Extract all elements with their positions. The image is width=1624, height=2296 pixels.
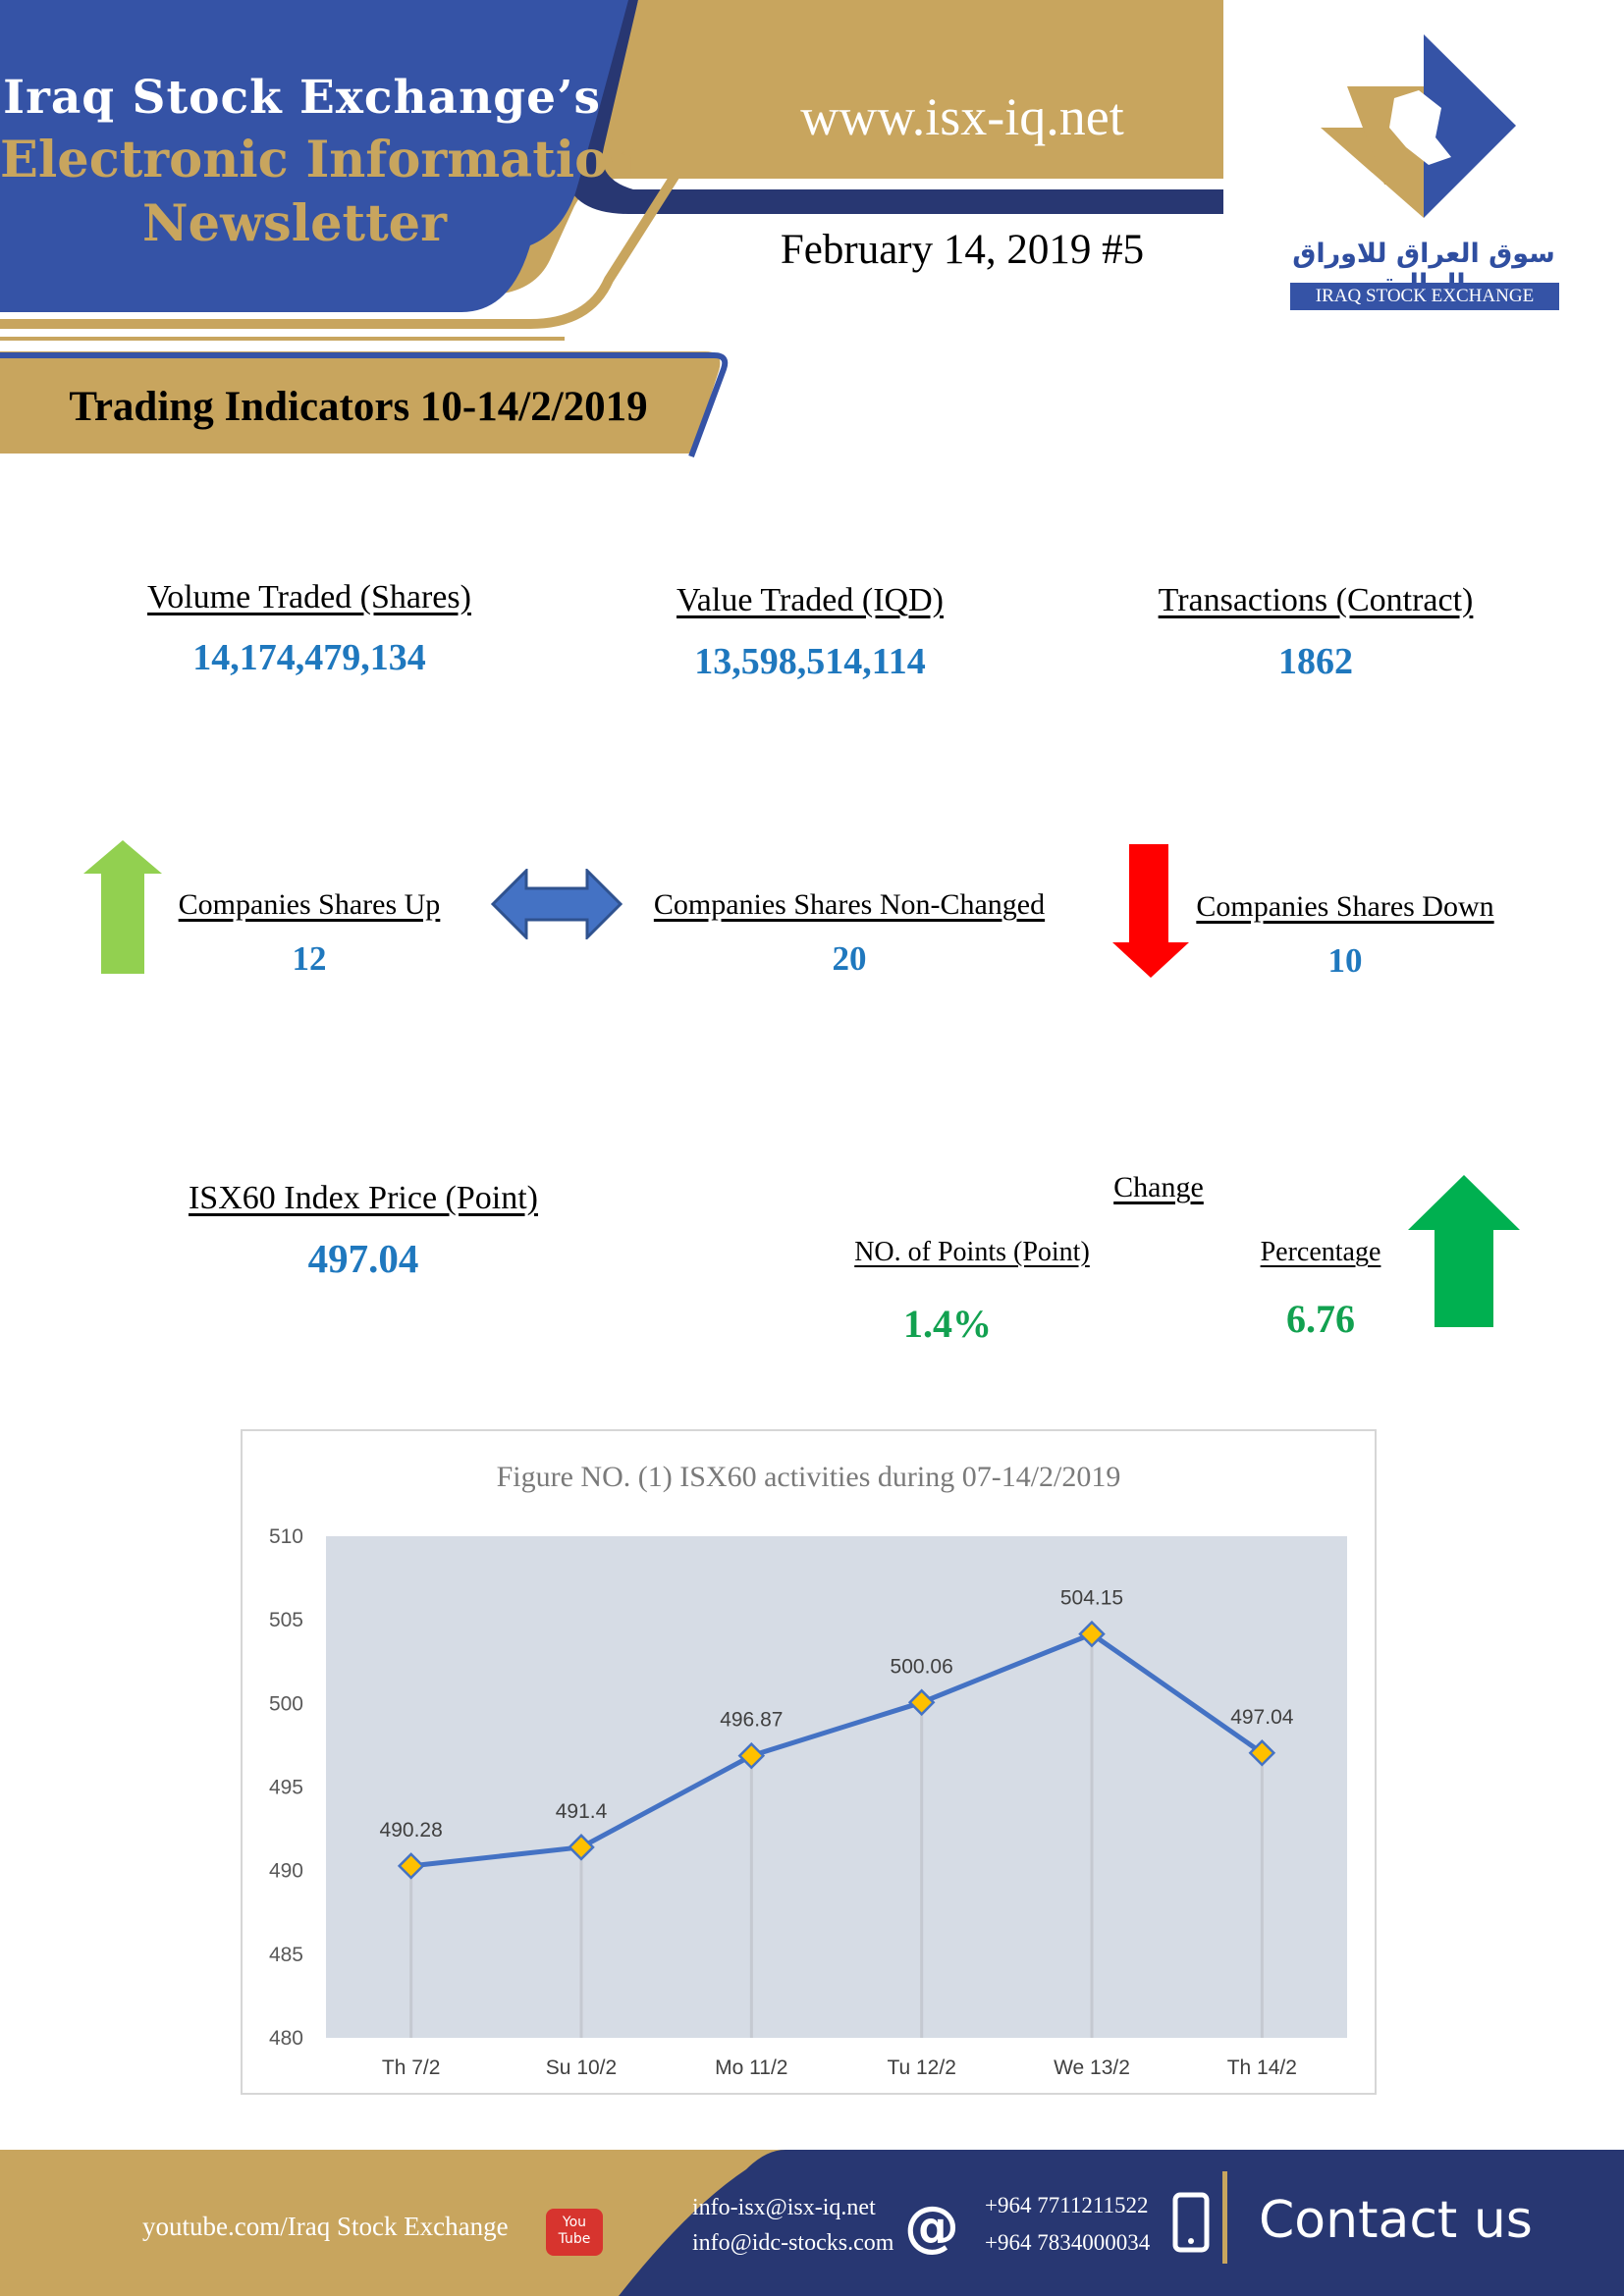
- x-tick-label: We 13/2: [1054, 2056, 1130, 2079]
- email-isx[interactable]: info-isx@isx-iq.net: [692, 2195, 876, 2220]
- chart-plot: 480 485 490 495 500 505 510 Th 7/2 Su 10/2 Mo 11/…: [269, 1525, 1347, 2079]
- blue-double-arrow-icon: [491, 869, 623, 939]
- companies-up-value: 12: [292, 939, 327, 978]
- data-label: 497.04: [1230, 1706, 1294, 1729]
- change-label: Change: [1113, 1171, 1204, 1203]
- green-up-arrow-icon: [1408, 1175, 1520, 1327]
- data-point: [737, 1741, 766, 1770]
- transactions-value: 1862: [1278, 641, 1353, 682]
- points-label: NO. of Points (Point): [854, 1237, 1090, 1267]
- chart-title: Figure NO. (1) ISX60 activities during 0…: [496, 1461, 1121, 1493]
- y-tick-label: 490: [269, 1860, 303, 1883]
- y-tick-label: 500: [269, 1692, 303, 1715]
- x-tick-label: Tu 12/2: [887, 2056, 955, 2079]
- youtube-link[interactable]: youtube.com/Iraq Stock Exchange: [142, 2212, 509, 2241]
- percentage-label: Percentage: [1260, 1237, 1381, 1267]
- phone-icon: [1172, 2192, 1210, 2253]
- companies-down-value: 10: [1327, 941, 1363, 980]
- data-point: [907, 1688, 936, 1717]
- y-tick-label: 505: [269, 1609, 303, 1631]
- y-tick-label: 510: [269, 1525, 303, 1548]
- data-point: [1078, 1620, 1106, 1648]
- youtube-badge-top: You: [562, 2215, 587, 2230]
- contact-us-heading: Contact us: [1259, 2191, 1533, 2250]
- header-background: [0, 0, 1516, 458]
- data-label: 500.06: [891, 1655, 953, 1678]
- y-tick-label: 495: [269, 1777, 303, 1799]
- footer-background: [0, 2150, 1624, 2296]
- newsletter-title-line2: Electronic Information: [0, 131, 645, 189]
- isx60-price-label: ISX60 Index Price (Point): [188, 1180, 538, 1216]
- companies-unchanged-value: 20: [832, 939, 867, 978]
- section-banner: [0, 351, 721, 454]
- data-label: 491.4: [556, 1800, 608, 1823]
- plot-area: [326, 1536, 1347, 2038]
- volume-traded-label: Volume Traded (Shares): [147, 579, 471, 615]
- isx60-chart: Figure NO. (1) ISX60 activities during 0…: [241, 1429, 1377, 2095]
- issue-date: February 14, 2019 #5: [780, 227, 1145, 273]
- x-tick-label: Th 14/2: [1227, 2056, 1297, 2079]
- series-line: [410, 1631, 1264, 1869]
- data-label: 504.15: [1060, 1587, 1123, 1610]
- isx-logo-icon: [1321, 34, 1516, 218]
- email-idc[interactable]: info@idc-stocks.com: [692, 2230, 894, 2256]
- green-up-arrow-icon: [83, 840, 162, 974]
- volume-traded-value: 14,174,479,134: [192, 637, 426, 678]
- phone-number-1[interactable]: +964 7711211522: [985, 2193, 1149, 2217]
- youtube-badge-bottom: Tube: [558, 2231, 591, 2247]
- companies-down-label: Companies Shares Down: [1196, 890, 1494, 923]
- youtube-icon[interactable]: You Tube: [546, 2209, 603, 2256]
- companies-unchanged-label: Companies Shares Non-Changed: [653, 888, 1046, 921]
- x-tick-label: Su 10/2: [546, 2056, 617, 2079]
- data-point: [1248, 1738, 1276, 1767]
- points-value: 1.4%: [903, 1302, 992, 1346]
- logo-arabic-text: سوق العراق للاوراق المالية: [1292, 239, 1555, 299]
- isx60-price-value: 497.04: [307, 1236, 419, 1281]
- x-tick-label: Th 7/2: [382, 2056, 441, 2079]
- at-icon: @: [904, 2195, 959, 2259]
- y-tick-label: 480: [269, 2027, 303, 2050]
- data-label: 490.28: [380, 1819, 443, 1842]
- y-tick-label: 485: [269, 1944, 303, 1966]
- value-traded-label: Value Traded (IQD): [677, 582, 944, 618]
- section-title: Trading Indicators 10-14/2/2019: [69, 384, 648, 430]
- data-point: [397, 1852, 425, 1880]
- logo-english-text: IRAQ STOCK EXCHANGE: [1290, 283, 1559, 310]
- website-link[interactable]: www.isx-iq.net: [800, 87, 1124, 146]
- data-point: [568, 1834, 595, 1861]
- companies-up-label: Companies Shares Up: [178, 888, 441, 921]
- phone-number-2[interactable]: +964 7834000034: [985, 2230, 1151, 2255]
- data-label: 496.87: [720, 1709, 783, 1732]
- newsletter-title-line3: Newsletter: [142, 194, 447, 253]
- red-down-arrow-icon: [1112, 844, 1189, 978]
- transactions-label: Transactions (Contract): [1158, 582, 1474, 618]
- x-tick-label: Mo 11/2: [715, 2056, 787, 2079]
- percentage-value: 6.76: [1286, 1297, 1355, 1341]
- newsletter-title-line1: Iraq Stock Exchange’s: [3, 71, 601, 125]
- value-traded-value: 13,598,514,114: [694, 641, 926, 682]
